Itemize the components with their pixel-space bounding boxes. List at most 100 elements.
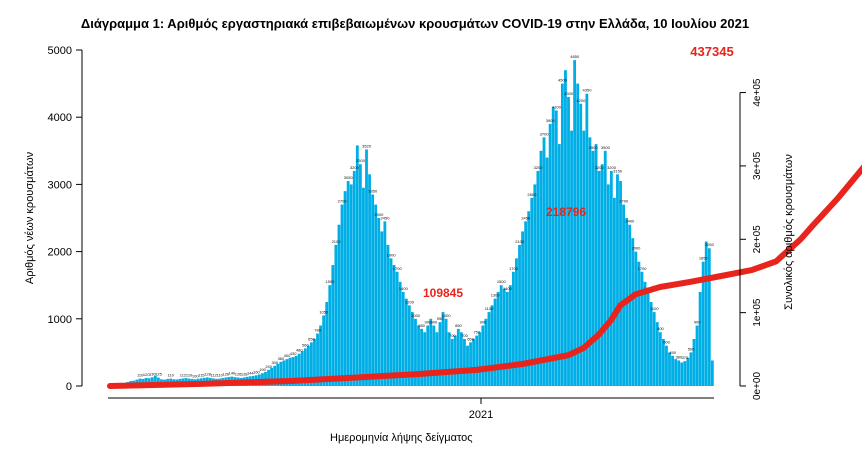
- bar-value-label: 3900: [546, 118, 556, 123]
- bar: [417, 325, 420, 386]
- bar: [518, 244, 521, 386]
- bar-value-label: 140: [229, 371, 236, 376]
- bar: [560, 83, 564, 386]
- bar-value-label: 3050: [344, 175, 354, 180]
- bar: [499, 285, 503, 386]
- bar-value-label: 1100: [650, 306, 659, 311]
- bar: [459, 332, 463, 386]
- bar-value-label: 160: [253, 369, 260, 374]
- bar: [282, 360, 286, 386]
- bar: [156, 377, 160, 386]
- bar: [674, 359, 678, 386]
- bar: [432, 325, 436, 386]
- bar: [646, 291, 650, 386]
- bar-value-label: 3700: [540, 131, 550, 136]
- bar: [588, 137, 592, 386]
- bar: [515, 258, 518, 386]
- bar: [343, 191, 347, 386]
- bar: [710, 360, 714, 386]
- bar: [551, 107, 555, 387]
- bar: [288, 357, 292, 386]
- y-right-tick-label: 4e+05: [752, 78, 763, 107]
- bar: [606, 184, 610, 386]
- bar-value-label: 4850: [570, 54, 580, 59]
- bar: [576, 83, 580, 386]
- bars: [111, 60, 714, 387]
- bar-value-label: 800: [657, 326, 664, 331]
- bar-value-label: 1050: [319, 309, 329, 314]
- bar: [527, 211, 531, 386]
- bar: [616, 174, 619, 386]
- bar: [297, 353, 301, 386]
- bar-value-label: 1100: [485, 306, 494, 311]
- bar-value-label: 125: [155, 372, 162, 377]
- bar: [334, 244, 338, 386]
- bar-value-label: 3200: [534, 165, 544, 170]
- bar: [478, 332, 482, 386]
- bar: [567, 97, 570, 386]
- bar: [707, 248, 711, 386]
- bar: [310, 342, 313, 386]
- bar: [542, 137, 546, 386]
- bar-value-label: 144: [247, 370, 254, 375]
- bar: [398, 281, 402, 386]
- bar: [493, 298, 497, 386]
- bar: [475, 335, 479, 386]
- bar: [328, 285, 332, 386]
- bar: [689, 352, 693, 386]
- y-axis-left-label: Αριθμός νέων κρουσμάτων: [24, 151, 36, 285]
- bar-value-label: 360: [278, 356, 285, 361]
- bar-value-label: 1300: [491, 293, 501, 298]
- bar-value-label: 4300: [564, 91, 574, 96]
- bar: [362, 187, 365, 386]
- bar-value-label: 190: [259, 367, 266, 372]
- y-left-tick-label: 4000: [48, 112, 72, 124]
- bar: [701, 261, 705, 386]
- bar-value-label: 850: [418, 323, 425, 328]
- bar: [637, 261, 641, 386]
- bar-value-label: 120: [143, 372, 150, 377]
- bar-value-label: 100: [192, 373, 199, 378]
- bar: [536, 170, 540, 386]
- bar: [508, 285, 512, 386]
- bar: [469, 342, 472, 386]
- bar: [582, 130, 586, 386]
- bar: [613, 197, 616, 386]
- bar: [380, 231, 384, 386]
- bar: [444, 318, 448, 386]
- y-left-tick-label: 3000: [48, 179, 72, 191]
- chart-title: Διάγραμμα 1: Αριθμός εργαστηριακά επιβεβ…: [80, 16, 750, 31]
- bar-value-label: 650: [308, 336, 315, 341]
- bar: [395, 271, 399, 386]
- bar-value-label: 780: [314, 328, 321, 333]
- y-axis-right-label: Συνολικός αριθμός κρουσμάτων: [783, 154, 795, 310]
- bar: [539, 150, 543, 386]
- bar: [337, 224, 341, 386]
- bar: [466, 345, 469, 386]
- bar: [331, 265, 335, 386]
- x-axis-label: Ημερομηνία λήψης δείγματος: [330, 432, 473, 444]
- bar: [524, 221, 528, 386]
- bar: [456, 328, 460, 386]
- bar-value-label: 900: [424, 320, 431, 325]
- bar: [505, 291, 509, 386]
- bar: [438, 322, 442, 386]
- bar-value-label: 1400: [503, 286, 513, 291]
- bar: [521, 231, 524, 386]
- bar-value-label: 4500: [558, 78, 568, 83]
- bar: [349, 184, 353, 386]
- bar: [316, 333, 319, 386]
- bar: [649, 302, 653, 386]
- bar: [352, 170, 356, 386]
- bar: [322, 315, 326, 386]
- bar: [300, 351, 304, 386]
- bar: [652, 312, 656, 386]
- bar: [383, 221, 387, 386]
- bar: [487, 312, 491, 386]
- y-right-tick-label: 3e+05: [752, 151, 763, 180]
- bar: [267, 369, 270, 386]
- bar-value-label: 1400: [399, 286, 409, 291]
- bar: [429, 318, 433, 386]
- bar-value-label: 4100: [552, 104, 562, 109]
- bar-value-label: 700: [449, 333, 456, 338]
